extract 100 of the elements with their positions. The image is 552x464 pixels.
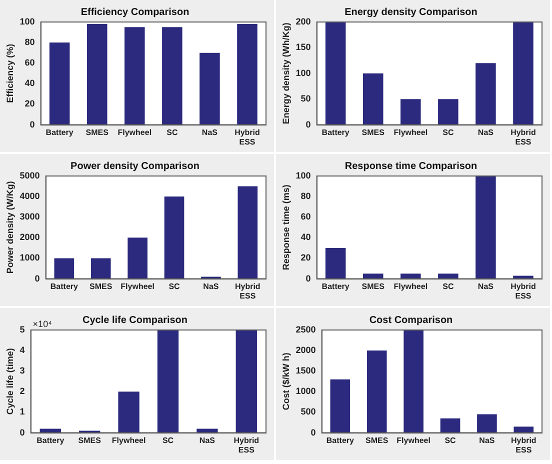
y-axis-title: Power density (W/Kg) (4, 181, 15, 274)
bar (438, 99, 458, 125)
bar (128, 238, 148, 279)
y-tick-label: 0 (34, 273, 40, 284)
bar (330, 379, 350, 433)
x-tick-label: SC (442, 128, 454, 137)
bar (366, 350, 387, 433)
chart-title: Cost Comparison (369, 314, 453, 326)
text: ×10⁴ (32, 318, 52, 329)
y-tick-label: 2 (20, 386, 25, 396)
y-tick-label: 40 (300, 232, 311, 242)
y-tick-label: 1 (20, 406, 25, 417)
y-tick-label: 0 (20, 427, 25, 438)
y-tick-label: 5 (20, 324, 25, 334)
y-tick-label: 50 (300, 94, 311, 104)
chart-title: Response time Comparison (344, 160, 478, 172)
bar (476, 63, 496, 125)
x-tick-label: Battery (326, 436, 354, 445)
bar (477, 414, 497, 433)
bar (200, 52, 220, 125)
bar (86, 24, 108, 125)
bar (157, 330, 179, 433)
bar (40, 428, 61, 433)
bar (400, 274, 421, 279)
x-tick-label: Flywheel (396, 436, 430, 445)
x-tick-label: Flywheel (394, 128, 428, 137)
x-tick-label: Battery (322, 282, 350, 291)
x-tick-label: Hybrid ESS (510, 128, 536, 146)
chart-title: Efficiency Comparison (80, 6, 190, 18)
x-tick-label: Hybrid ESS (234, 282, 260, 300)
bar (118, 392, 140, 433)
bar (513, 276, 534, 279)
y-tick-label: 100 (20, 16, 35, 26)
bar (54, 258, 74, 279)
bar (238, 186, 258, 279)
y-tick-label: 4000 (20, 191, 40, 202)
x-tick-label: NaS (202, 128, 218, 137)
y-tick-label: 200 (296, 16, 311, 26)
y-tick-label: 0 (30, 119, 35, 130)
x-tick-label: Flywheel (394, 282, 428, 291)
y-tick-label: 1000 (296, 386, 316, 396)
chart-title: Energy density Comparison (344, 6, 478, 18)
bar (400, 99, 421, 125)
x-tick-label: NaS (478, 128, 494, 137)
x-tick-label: Battery (46, 128, 74, 137)
chart-title: Cycle life Comparison (82, 314, 188, 326)
y-tick-label: 500 (300, 406, 316, 417)
x-tick-label: SMES (90, 282, 113, 291)
bar (325, 22, 346, 125)
y-tick-label: 1000 (20, 252, 40, 263)
bar (325, 248, 346, 279)
bar (440, 418, 460, 433)
y-tick-label: 3 (20, 366, 25, 376)
y-tick-label: 1500 (296, 366, 316, 376)
y-tick-label: 4 (20, 345, 25, 356)
x-tick-label: SMES (78, 436, 102, 445)
x-tick-label: SMES (86, 128, 110, 137)
bar (196, 428, 218, 433)
x-tick-label: NaS (479, 436, 496, 445)
bar (237, 24, 258, 125)
y-tick-label: 80 (300, 191, 311, 202)
bar (162, 27, 182, 125)
x-tick-label: SMES (362, 282, 386, 291)
x-tick-label: Battery (36, 436, 65, 445)
y-tick-label: 2000 (296, 345, 316, 356)
bar (362, 274, 384, 279)
y-tick-label: 20 (24, 98, 35, 109)
x-tick-label: Flywheel (112, 436, 146, 445)
bar (438, 274, 458, 279)
x-tick-label: Hybrid ESS (234, 128, 260, 146)
y-tick-label: 80 (24, 37, 35, 48)
chart-title: Power density Comparison (70, 160, 200, 172)
bar (124, 27, 145, 125)
x-tick-label: Flywheel (120, 282, 154, 291)
y-tick-label: 100 (296, 170, 311, 180)
x-tick-label: Battery (322, 128, 350, 137)
x-tick-label: SMES (362, 128, 386, 137)
y-tick-label: 60 (24, 58, 35, 68)
y-axis-title: Cost ($/kW h) (280, 352, 291, 410)
bar (513, 22, 534, 125)
bar (514, 426, 534, 433)
y-axis-title: Energy density (Wh/Kg) (280, 22, 291, 124)
y-tick-label: 40 (24, 78, 35, 88)
bar (476, 176, 496, 279)
x-tick-label: SMES (366, 436, 389, 445)
y-tick-label: 0 (310, 427, 316, 438)
y-tick-label: 3000 (20, 212, 40, 222)
x-tick-label: SC (162, 436, 174, 445)
x-tick-label: Hybrid ESS (234, 436, 260, 454)
bar (164, 196, 184, 279)
bar (49, 42, 70, 125)
x-tick-label: NaS (478, 282, 494, 291)
y-tick-label: 150 (296, 42, 311, 52)
y-tick-label: 100 (296, 68, 311, 78)
y-tick-label: 20 (300, 252, 311, 263)
x-tick-label: Hybrid ESS (510, 282, 536, 300)
x-tick-label: NaS (199, 436, 216, 445)
y-tick-label: 60 (300, 212, 311, 222)
y-tick-label: 2000 (20, 232, 40, 242)
x-tick-label: Hybrid ESS (510, 436, 536, 454)
